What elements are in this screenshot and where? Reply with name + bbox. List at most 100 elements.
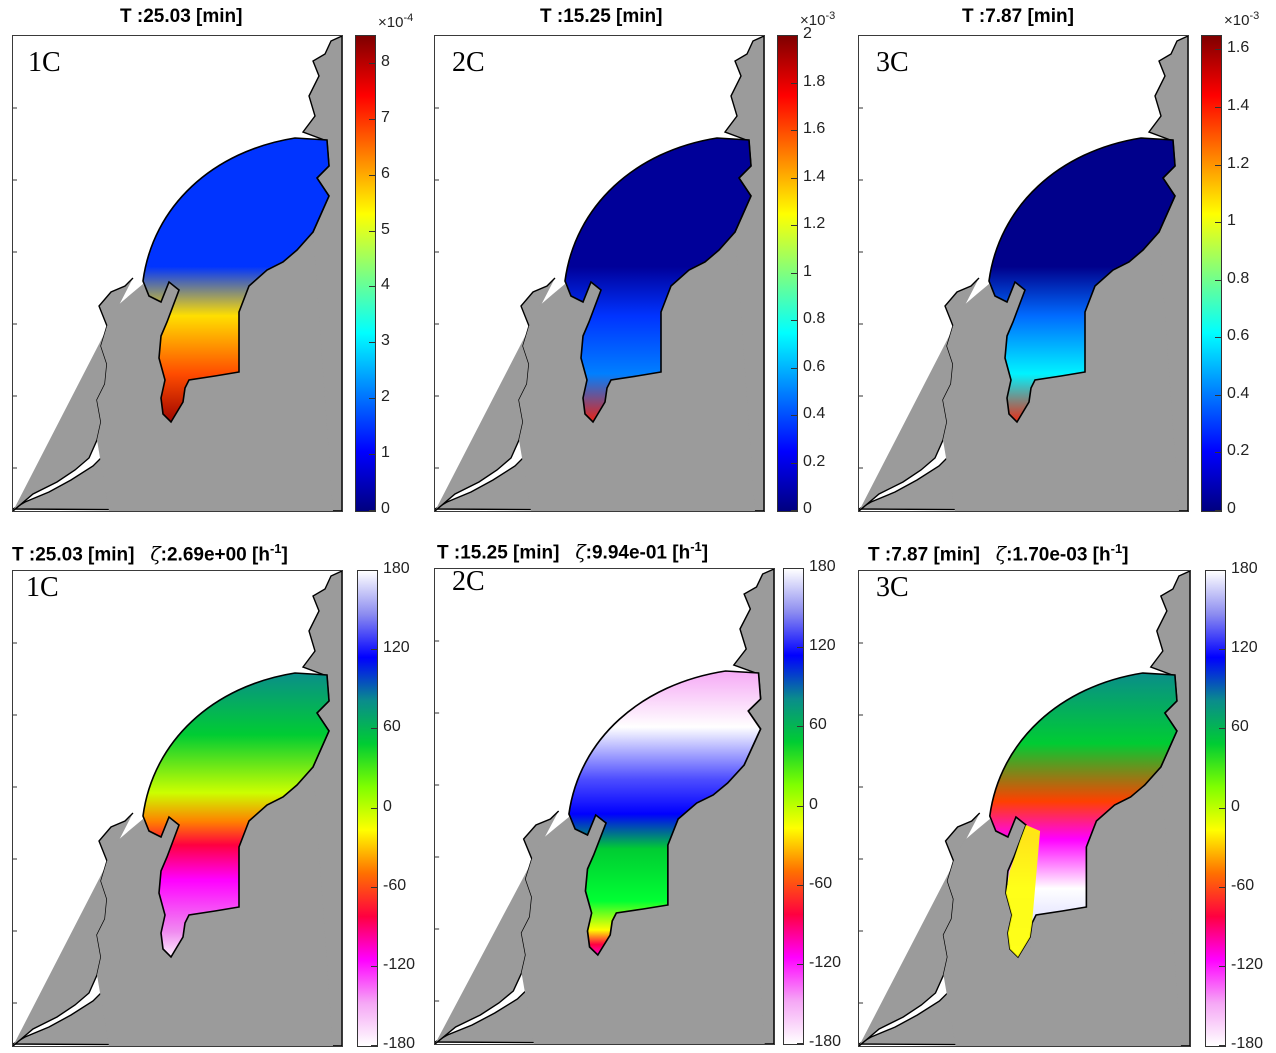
- panel-title: T :25.03 [min] ζ:2.69e+00 [h-1]: [12, 541, 288, 566]
- colorbar-tick-label: -120: [809, 953, 842, 971]
- colorbar-tick: [369, 286, 375, 288]
- colorbar-tick: [369, 342, 375, 344]
- colorbar-tick-label: 60: [1231, 718, 1249, 736]
- colorbar-tick: [1219, 807, 1225, 809]
- colorbar-tick-label: 2: [381, 388, 390, 406]
- colorbar: [357, 570, 378, 1047]
- colorbar-tick-label: 0: [1227, 500, 1236, 517]
- colorbar-tick: [369, 62, 375, 64]
- colorbar-tick-label: 3: [381, 332, 390, 350]
- colorbar-gradient: [784, 569, 803, 1044]
- colorbar-tick: [797, 805, 803, 807]
- colorbar-tick: [1215, 510, 1221, 511]
- panel-title: T :25.03 [min]: [120, 6, 243, 27]
- colorbar-tick: [1215, 279, 1221, 281]
- colorbar-tick-label: -60: [1231, 876, 1255, 894]
- map-area: [858, 570, 1191, 1047]
- colorbar-tick: [1219, 886, 1225, 888]
- map-area: [434, 35, 765, 512]
- domain-field: [988, 137, 1176, 424]
- colorbar-tick-label: -60: [809, 874, 833, 892]
- colorbar-tick: [1215, 394, 1221, 396]
- panel-label: 3C: [876, 572, 909, 603]
- colorbar-tick: [797, 1043, 803, 1044]
- panel-label: 2C: [452, 566, 485, 597]
- colorbar-tick-label: 0: [803, 500, 812, 517]
- colorbar-tick: [371, 649, 377, 651]
- colorbar-tick: [791, 272, 797, 274]
- colorbar-tick-label: 1.6: [1227, 39, 1250, 57]
- panel-label: 3C: [876, 47, 909, 78]
- colorbar-tick-label: 0.2: [803, 452, 826, 470]
- colorbar-tick-label: 0: [809, 795, 818, 813]
- colorbar-tick: [797, 726, 803, 728]
- panel-label: 2C: [452, 47, 485, 78]
- map-plot: [859, 36, 1188, 511]
- land-west: [13, 813, 133, 1046]
- map-area: [12, 570, 343, 1047]
- colorbar-tick: [791, 415, 797, 416]
- colorbar: [783, 568, 804, 1045]
- colorbar-tick-label: 1.2: [803, 215, 826, 232]
- colorbar-tick-label: -180: [809, 1033, 842, 1050]
- colorbar-tick-label: 120: [383, 639, 410, 657]
- map-area: [12, 35, 343, 512]
- map-plot: [13, 36, 342, 511]
- colorbar-multiplier: ×10-4: [378, 12, 414, 31]
- colorbar-gradient: [1206, 571, 1225, 1046]
- map-area: [858, 35, 1189, 512]
- map-plot: [435, 569, 774, 1044]
- colorbar-tick: [369, 454, 375, 456]
- panel-label: 1C: [28, 47, 61, 78]
- colorbar-tick: [371, 1045, 377, 1046]
- domain-field: [142, 672, 330, 959]
- colorbar-tick-label: 1.4: [1227, 96, 1250, 114]
- colorbar-tick: [371, 965, 377, 967]
- colorbar-tick-label: -180: [383, 1035, 416, 1052]
- map-plot: [435, 36, 764, 511]
- colorbar-tick: [1215, 164, 1221, 166]
- land-west: [435, 811, 559, 1044]
- colorbar-tick-label: 180: [809, 558, 836, 575]
- panel-title: T :7.87 [min] ζ:1.70e-03 [h-1]: [868, 541, 1129, 566]
- domain-field: [564, 137, 752, 424]
- panel-title: T :15.25 [min]: [540, 6, 663, 27]
- colorbar-tick: [791, 225, 797, 226]
- colorbar-tick-label: 60: [809, 716, 827, 734]
- colorbar: [777, 35, 798, 512]
- colorbar-tick: [797, 568, 803, 569]
- colorbar-tick: [369, 230, 375, 232]
- colorbar-tick-label: 0: [1231, 797, 1240, 815]
- colorbar-tick-label: 2: [803, 25, 812, 42]
- colorbar-tick-label: 0.4: [1227, 384, 1250, 402]
- colorbar-tick-label: 8: [381, 52, 390, 70]
- land-west: [859, 813, 980, 1046]
- colorbar-tick-label: 0.6: [1227, 327, 1250, 345]
- colorbar: [355, 35, 376, 512]
- panel-label: 1C: [26, 572, 59, 603]
- colorbar-tick-label: -120: [383, 955, 416, 973]
- colorbar-tick-label: 1: [803, 262, 812, 280]
- colorbar-tick: [791, 320, 797, 321]
- domain-field: [568, 670, 762, 957]
- colorbar-tick-label: -180: [1231, 1035, 1264, 1052]
- map-plot: [859, 571, 1190, 1046]
- colorbar-tick: [371, 886, 377, 888]
- colorbar-tick-label: 180: [1231, 560, 1258, 577]
- colorbar-tick-label: 0.4: [803, 405, 826, 422]
- colorbar-tick: [1215, 106, 1221, 108]
- colorbar-tick: [371, 728, 377, 730]
- colorbar: [1201, 35, 1222, 512]
- colorbar-tick-label: 180: [383, 560, 410, 577]
- map-area: [434, 568, 775, 1045]
- colorbar-tick: [797, 963, 803, 965]
- colorbar-tick: [791, 510, 797, 511]
- colorbar-tick: [797, 884, 803, 886]
- colorbar-tick: [1215, 49, 1221, 51]
- colorbar-tick: [791, 82, 797, 84]
- panel-title: T :7.87 [min]: [962, 6, 1074, 27]
- colorbar-tick: [371, 570, 377, 571]
- colorbar-tick-label: 5: [381, 220, 390, 238]
- colorbar-tick-label: -120: [1231, 955, 1264, 973]
- colorbar-tick-label: 1.2: [1227, 154, 1250, 172]
